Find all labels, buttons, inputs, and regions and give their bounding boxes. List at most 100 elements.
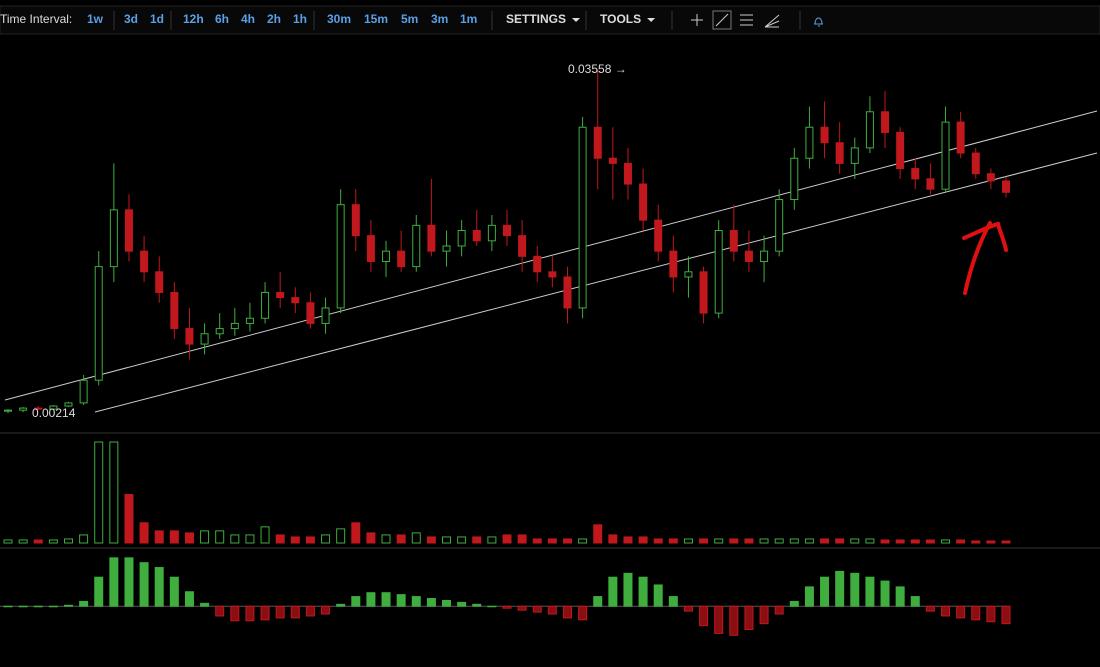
candle-body xyxy=(230,322,239,330)
menu-button[interactable]: TOOLS xyxy=(600,12,641,26)
menu-button[interactable]: SETTINGS xyxy=(506,12,566,26)
interval-button[interactable]: 2h xyxy=(267,12,281,26)
candle-body xyxy=(1002,180,1010,193)
volume-bar xyxy=(305,536,315,544)
macd-bar xyxy=(910,596,920,607)
candle-body xyxy=(775,199,784,252)
macd-bar xyxy=(33,605,43,608)
volume-bar xyxy=(835,538,845,544)
volume-bar xyxy=(124,494,134,544)
candle-body xyxy=(200,333,209,345)
candle-body xyxy=(593,126,602,159)
candle-body xyxy=(79,379,88,404)
macd-bar xyxy=(532,605,542,613)
tool-icons[interactable] xyxy=(691,10,823,30)
volume-bar xyxy=(18,539,28,544)
volume-bar xyxy=(699,538,709,544)
candle-body xyxy=(805,126,814,159)
interval-button[interactable]: 15m xyxy=(364,12,388,26)
interval-button[interactable]: 6h xyxy=(215,12,229,26)
macd-bar xyxy=(139,562,149,607)
macd-bar xyxy=(351,596,361,607)
macd-bar xyxy=(230,605,240,622)
volume-bar xyxy=(200,530,210,544)
price-label: 0.03558 → xyxy=(568,62,627,76)
volume-bar xyxy=(910,539,920,544)
candle-body xyxy=(654,219,663,252)
menu-caret xyxy=(572,18,581,22)
candle-body xyxy=(926,178,935,190)
interval-button[interactable]: 1h xyxy=(293,12,307,26)
macd-bar xyxy=(275,605,285,619)
volume-bar xyxy=(593,524,603,544)
candle-body xyxy=(941,121,950,190)
macd-bar xyxy=(759,605,769,625)
macd-bar xyxy=(850,572,860,607)
interval-button[interactable]: 30m xyxy=(327,12,351,26)
interval-button[interactable]: 4h xyxy=(241,12,255,26)
volume-bar xyxy=(759,538,769,544)
candle-body xyxy=(412,224,421,268)
macd-bar xyxy=(1001,605,1011,625)
volume-bar xyxy=(79,534,89,544)
volume-bar xyxy=(774,538,784,544)
macd-bar xyxy=(396,594,406,607)
interval-button[interactable]: 12h xyxy=(183,12,204,26)
volume-bar xyxy=(457,536,467,544)
volume-bar xyxy=(820,538,830,544)
candle-body xyxy=(366,235,375,262)
macd-bar xyxy=(986,605,996,623)
macd-bar xyxy=(683,605,693,612)
macd-bar xyxy=(774,605,784,615)
macd-bar xyxy=(653,584,663,607)
macd-bar xyxy=(744,605,754,631)
volume-bar xyxy=(608,534,618,544)
candle-body xyxy=(669,250,678,278)
candle-body xyxy=(608,157,617,164)
separators xyxy=(113,11,801,30)
macd-bar xyxy=(94,576,104,607)
candle-body xyxy=(623,162,632,185)
interval-button[interactable]: 1d xyxy=(150,12,164,26)
interval-button[interactable]: 1m xyxy=(460,12,477,26)
macd-bar xyxy=(941,605,951,617)
macd-bar xyxy=(547,605,557,615)
candle-body xyxy=(896,131,905,170)
macd-bar xyxy=(623,572,633,607)
candle-body xyxy=(4,409,12,412)
volume-bar xyxy=(547,538,557,544)
volume-bar xyxy=(714,538,724,544)
interval-button[interactable]: 5m xyxy=(401,12,418,26)
candle-body xyxy=(699,271,708,314)
interval-button[interactable]: 1w xyxy=(87,12,104,26)
candle-body xyxy=(639,183,648,221)
candle-body xyxy=(865,111,874,149)
macd-bar xyxy=(804,586,814,607)
candle-body xyxy=(578,126,587,309)
interval-button[interactable]: 3m xyxy=(431,12,448,26)
volume-bar xyxy=(63,538,73,544)
toolbar xyxy=(0,5,1100,35)
interval-button[interactable]: 3d xyxy=(124,12,138,26)
volume-bar xyxy=(986,540,996,544)
volume-bar xyxy=(396,534,406,544)
macd-bar xyxy=(426,598,436,607)
macd-bar xyxy=(124,557,134,607)
candle-body xyxy=(835,142,844,164)
macd-bar xyxy=(699,605,709,627)
macd-bar xyxy=(925,605,935,612)
macd-bar xyxy=(48,605,58,608)
candle-body xyxy=(19,407,28,411)
macd-bar xyxy=(593,596,603,607)
candle-body xyxy=(109,209,118,268)
candle-body xyxy=(155,271,164,293)
candle-body xyxy=(986,173,995,182)
candle-body xyxy=(911,168,920,180)
candle-body xyxy=(442,245,451,252)
macd-bar xyxy=(578,605,588,621)
macd-bar xyxy=(971,605,981,621)
volume-bar xyxy=(744,538,754,544)
volume-bar xyxy=(865,538,875,544)
macd-bar xyxy=(79,600,89,607)
